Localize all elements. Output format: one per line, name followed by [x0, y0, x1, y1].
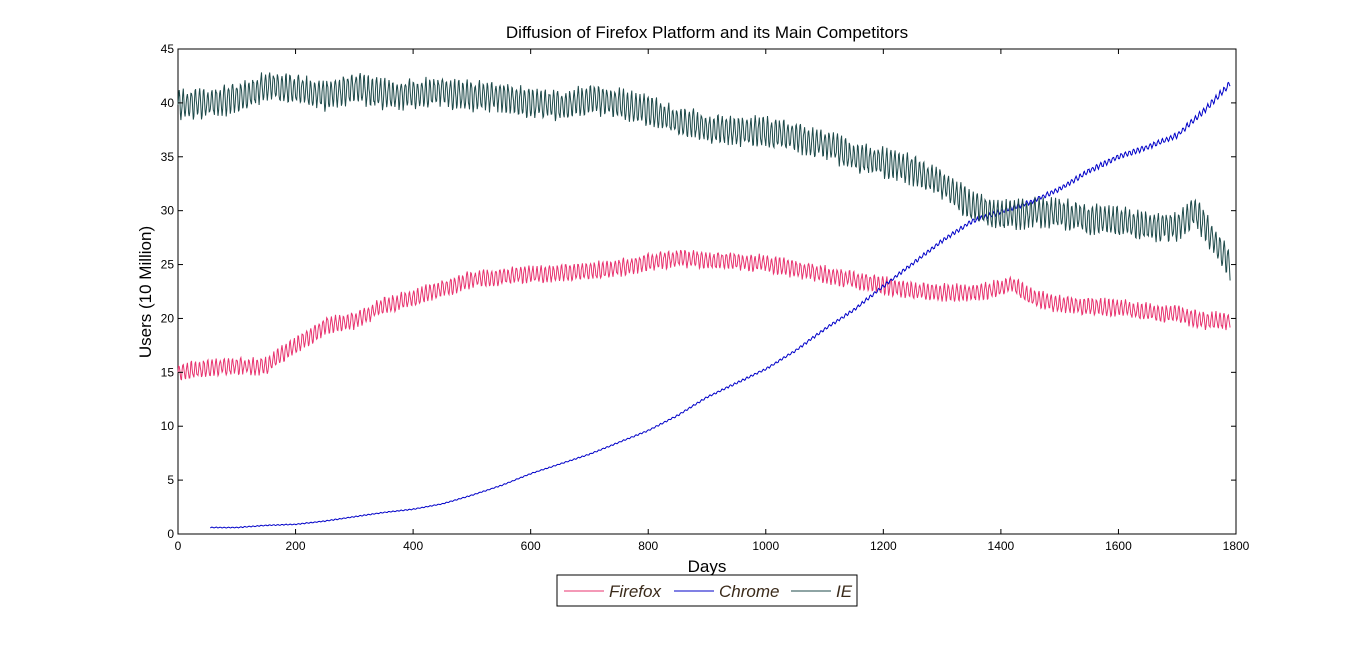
y-tick-label: 10 — [161, 419, 175, 433]
tick-layer: 0 200 400 600 800 1000 1200 1400 1600 1800 0 5 10 15 2… — [161, 42, 1250, 553]
legend-label-ie: IE — [836, 582, 853, 601]
x-tick-label: 1800 — [1223, 539, 1250, 553]
y-tick-label: 40 — [161, 96, 175, 110]
x-tick-label: 1200 — [870, 539, 897, 553]
chart-title: Diffusion of Firefox Platform and its Ma… — [506, 23, 908, 42]
y-tick-label: 15 — [161, 365, 175, 379]
x-tick-label: 400 — [403, 539, 423, 553]
series-line-chrome — [210, 81, 1231, 529]
x-tick-label: 1600 — [1105, 539, 1132, 553]
y-tick-label: 35 — [161, 150, 175, 164]
y-tick-label: 45 — [161, 42, 175, 56]
y-tick-label: 0 — [167, 527, 174, 541]
legend-label-firefox: Firefox — [609, 582, 661, 601]
y-tick-label: 25 — [161, 258, 175, 272]
legend-label-chrome: Chrome — [719, 582, 779, 601]
plot-area — [177, 48, 1237, 535]
y-tick-label: 5 — [167, 473, 174, 487]
x-tick-label: 1400 — [988, 539, 1015, 553]
x-tick-label: 0 — [175, 539, 182, 553]
legend: Firefox Chrome IE — [556, 574, 858, 607]
y-tick-label: 30 — [161, 204, 175, 218]
x-tick-label: 600 — [521, 539, 541, 553]
x-tick-label: 200 — [286, 539, 306, 553]
x-tick-label: 800 — [638, 539, 658, 553]
y-axis-label: Users (10 Million) — [136, 226, 155, 358]
series-line-firefox — [177, 249, 1231, 381]
x-tick-label: 1000 — [752, 539, 779, 553]
series-layer — [177, 72, 1231, 529]
x-axis-label: Days — [688, 557, 727, 576]
y-tick-label: 20 — [161, 311, 175, 325]
series-line-ie — [177, 72, 1231, 281]
